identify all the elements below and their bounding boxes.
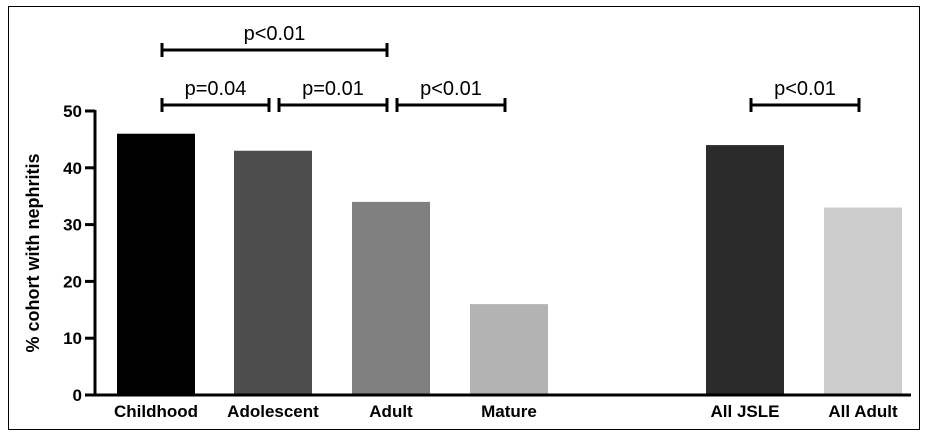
bar-childhood (117, 133, 195, 395)
y-tick-label: 30 (63, 216, 82, 235)
y-tick-label: 20 (63, 272, 82, 291)
p-value-label: p=0.01 (302, 78, 364, 100)
y-axis-label: % cohort with nephritis (23, 153, 43, 352)
y-tick-label: 10 (63, 329, 82, 348)
x-tick-label: All Adult (828, 402, 898, 421)
significance-bracket: p=0.01 (277, 78, 389, 112)
significance-bracket: p<0.01 (395, 78, 507, 112)
chart-frame: 0 10 20 30 40 50 Childhood Adolescent Adult Matu… (8, 6, 920, 430)
p-value-label: p<0.01 (420, 78, 482, 100)
bar-all-jsle (706, 145, 784, 395)
bars-group (117, 133, 902, 395)
bar-adolescent (234, 150, 312, 395)
y-tick-label: 0 (73, 386, 82, 405)
y-tick-label: 40 (63, 159, 82, 178)
x-tick-label: All JSLE (711, 402, 780, 421)
x-tick-label: Mature (481, 402, 537, 421)
x-tick-label: Childhood (114, 402, 198, 421)
bar-mature (470, 304, 548, 395)
y-axis: 0 10 20 30 40 50 (63, 102, 97, 405)
p-value-label: p<0.01 (774, 78, 836, 100)
significance-bracket: p<0.01 (749, 78, 861, 112)
p-value-label: p=0.04 (185, 78, 247, 100)
x-axis: Childhood Adolescent Adult Mature All JSLE Al… (93, 393, 911, 421)
significance-bracket: p=0.04 (160, 78, 271, 112)
bar-adult (352, 201, 430, 395)
x-tick-label: Adult (369, 402, 413, 421)
y-tick-label: 50 (63, 102, 82, 121)
x-tick-label: Adolescent (227, 402, 319, 421)
significance-bracket: p<0.01 (160, 23, 389, 57)
bar-chart: 0 10 20 30 40 50 Childhood Adolescent Adult Matu… (23, 23, 911, 421)
bar-all-adult (824, 207, 902, 395)
significance-brackets: p<0.01 p=0.04 p=0.01 p<0.01 p<0.01 (160, 23, 861, 112)
p-value-label: p<0.01 (244, 23, 306, 45)
